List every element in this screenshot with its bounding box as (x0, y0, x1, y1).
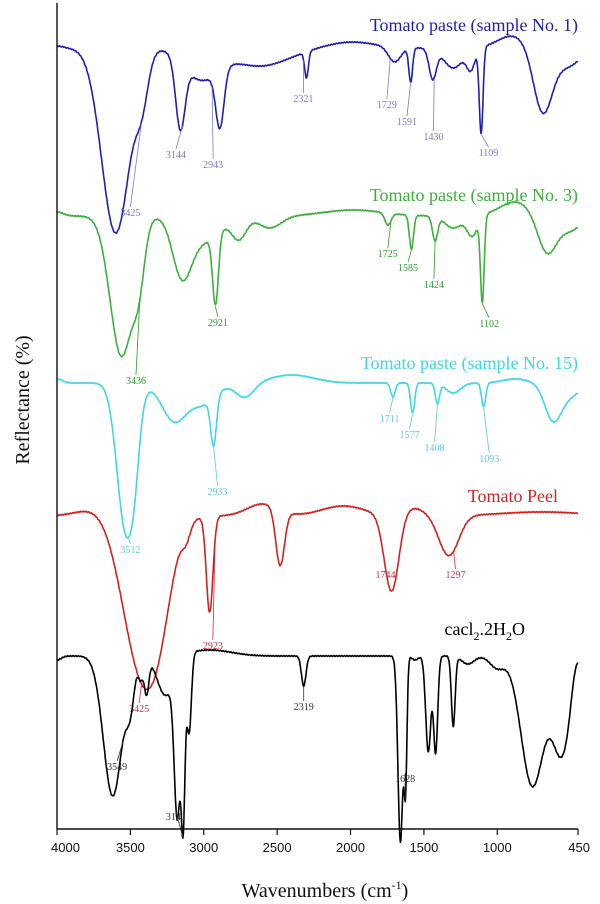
peak-leader (386, 59, 391, 100)
series-title: Tomato paste (sample No. 3) (370, 185, 578, 206)
peak-label: 3436 (126, 376, 146, 387)
peak-label: 2933 (208, 487, 228, 498)
peak-label: 2943 (203, 160, 223, 171)
peak-leader (387, 222, 392, 249)
series-line (56, 648, 579, 844)
peak-label: 3425 (129, 704, 149, 715)
x-tick-label: 2000 (336, 840, 365, 855)
peak-leader (214, 305, 219, 318)
peak-leader (385, 568, 389, 584)
peak-leader (481, 303, 490, 319)
series-line (56, 373, 579, 539)
peak-label: 2921 (208, 318, 228, 329)
peak-leader (128, 537, 131, 545)
peak-label: 1585 (398, 263, 418, 274)
peak-leader (211, 87, 214, 160)
peak-label: 3144 (166, 150, 186, 161)
peak-leader (212, 542, 216, 641)
peak-leader (407, 250, 412, 263)
peak-leader (433, 79, 435, 132)
series-line (56, 201, 579, 358)
peak-leader (480, 134, 489, 148)
x-tick-label: 2500 (263, 840, 292, 855)
plot-area: Tomato paste (sample No. 1) 3425 3144 2943 2… (56, 15, 579, 844)
peak-label: 1729 (377, 100, 397, 111)
peak-leader (116, 740, 124, 762)
peak-label: 3141 (166, 812, 186, 823)
peak-label: 3425 (120, 208, 140, 219)
peak-leader (483, 407, 490, 454)
peak-label: 2319 (294, 702, 314, 713)
series-line (56, 35, 579, 234)
peak-label: 1711 (380, 414, 400, 425)
series-group: Tomato paste (sample No. 1) 3425 3144 2943 2… (56, 15, 579, 234)
series-title: Tomato paste (sample No. 1) (370, 15, 578, 36)
series-title: cacl2.2H2O (445, 619, 525, 643)
series-title: Tomato paste (sample No. 15) (361, 353, 578, 374)
peak-leader (409, 413, 413, 430)
peak-label: 1591 (397, 117, 417, 128)
x-tick-label: 3500 (116, 840, 145, 855)
y-axis-title: Reflectance (%) (12, 335, 34, 464)
series-title: Tomato Peel (468, 486, 558, 506)
series-group: Tomato Peel 3425 2923 1744 1297 (56, 486, 579, 715)
peak-leader (175, 810, 184, 839)
peak-leader (434, 404, 438, 443)
x-tick-label: 450 (568, 840, 590, 855)
peak-leader (213, 446, 218, 487)
peak-label: 3512 (120, 545, 140, 556)
peak-label: 1102 (479, 319, 499, 330)
x-tick-label: 3000 (189, 840, 218, 855)
peak-leader (433, 241, 436, 280)
peak-label: 1109 (479, 148, 499, 159)
peak-label: 1408 (424, 443, 444, 454)
peak-label: 1424 (424, 280, 444, 291)
x-tick-label: 4000 (51, 840, 80, 855)
peak-label: 2923 (203, 641, 223, 652)
peak-leader (138, 684, 142, 704)
x-tick-label: 1000 (483, 840, 512, 855)
peak-label: 3549 (107, 762, 127, 773)
peak-leader (135, 301, 141, 376)
series-group: Tomato paste (sample No. 3)3436292117251… (56, 185, 579, 387)
peak-label: 1725 (378, 249, 398, 260)
peak-label: 1577 (400, 430, 420, 441)
x-axis: 4000 3500 3000 2500 2000 1500 1000 450 (51, 3, 590, 855)
peak-leader (453, 551, 456, 570)
peak-label: 1093 (479, 454, 499, 465)
peak-label: 1430 (423, 132, 443, 143)
peak-leader (129, 123, 142, 208)
peak-label: 1297 (445, 570, 465, 581)
series-line (56, 502, 579, 691)
peak-leader (406, 83, 411, 117)
series-group: Tomato paste (sample No. 15) 3512 2933 1711… (56, 353, 579, 556)
peak-label: 2321 (293, 94, 313, 105)
peak-label: 1744 (375, 570, 395, 581)
series-group: cacl2.2H2O 3549 3141 2319 1628 (56, 619, 579, 844)
peak-label: 1628 (395, 774, 415, 785)
peak-leader (175, 125, 184, 150)
x-axis-title: Wavenumbers (cm-1) (242, 878, 409, 902)
x-tick-label: 1500 (409, 840, 438, 855)
peak-leader (389, 397, 394, 414)
